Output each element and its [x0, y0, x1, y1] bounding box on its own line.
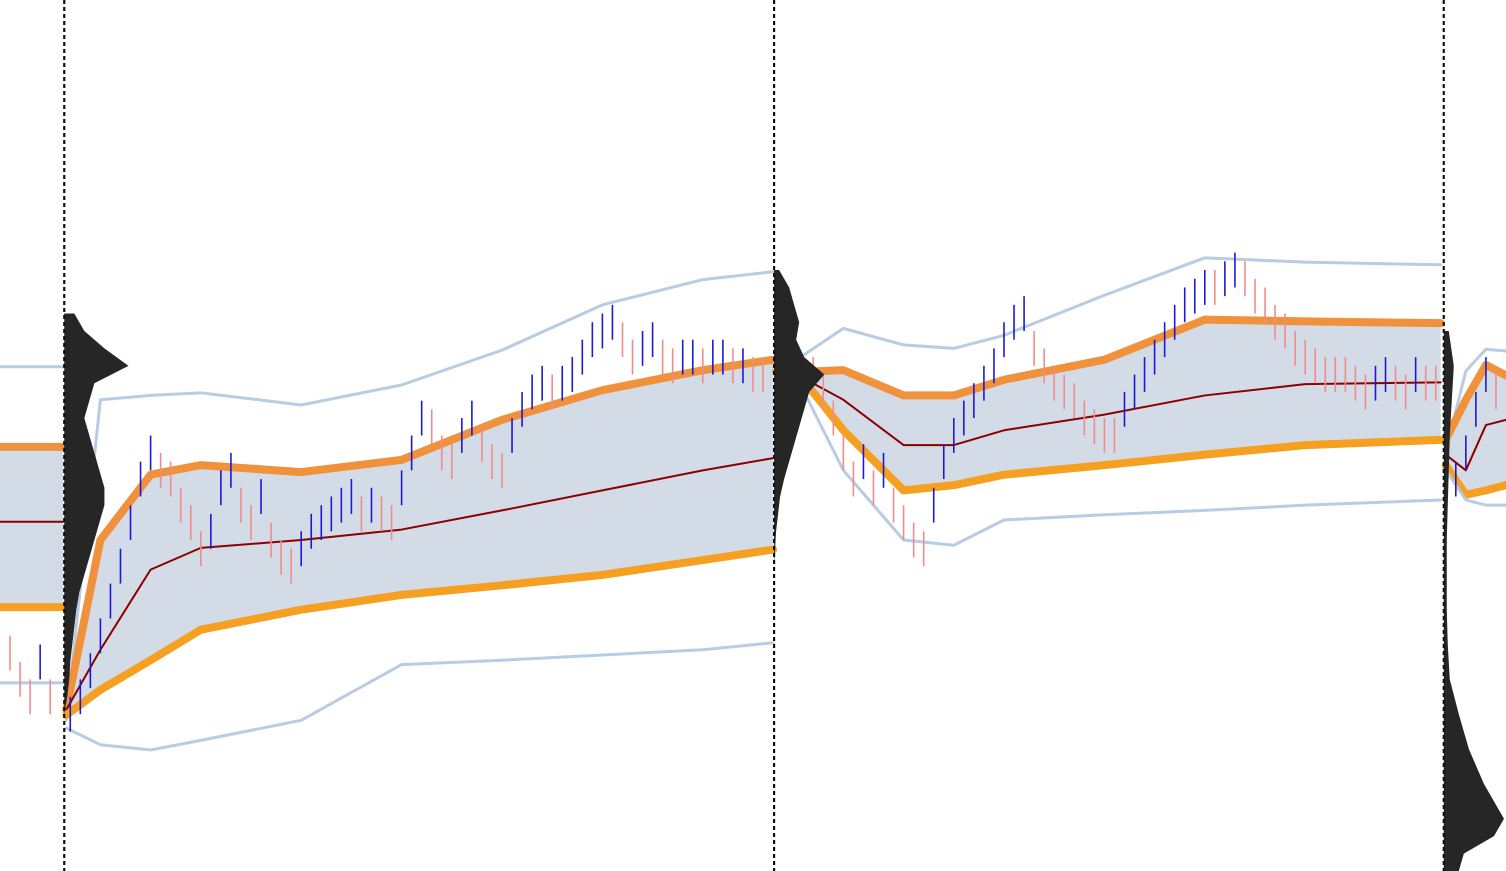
band-fill — [0, 446, 64, 608]
band-line — [0, 370, 1506, 752]
volume-profile — [1443, 330, 1504, 871]
band-fill — [66, 359, 774, 716]
volume-profile — [774, 270, 825, 567]
band-line — [0, 315, 1506, 714]
band-fill — [1445, 364, 1506, 495]
band-line — [0, 370, 1506, 711]
volume-profile — [64, 313, 129, 715]
band-line — [0, 367, 1506, 720]
band-line — [0, 256, 1506, 722]
